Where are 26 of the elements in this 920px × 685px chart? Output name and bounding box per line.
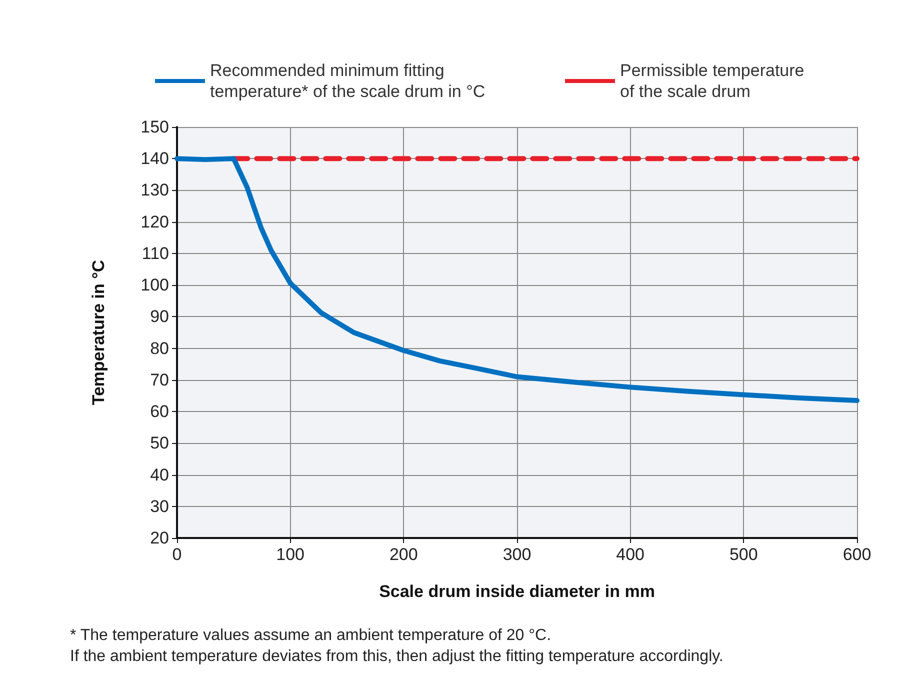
y-tick-label: 50 bbox=[150, 434, 169, 453]
y-tick-label: 70 bbox=[150, 370, 169, 390]
y-tick-label: 110 bbox=[142, 244, 169, 263]
legend-label: Recommended minimum fitting temperature* of the scale drum in °C bbox=[210, 61, 486, 101]
x-tick-label: 0 bbox=[172, 545, 182, 564]
y-tick-label: 130 bbox=[140, 180, 169, 200]
text: * The temperature values assume an ambient temperature of 20 °C. If the ambient temperature deviates from this, then adjust the fitting temperature accordingly. bbox=[70, 627, 724, 665]
y-tick-label: 80 bbox=[150, 338, 169, 358]
x-tick-label: 600 bbox=[842, 545, 872, 564]
y-tick-label: 60 bbox=[150, 402, 169, 422]
y-tick-label: 120 bbox=[140, 212, 169, 232]
y-tick-label: 30 bbox=[150, 496, 169, 516]
x-tick-label: 400 bbox=[616, 545, 645, 564]
x-tick-label: 300 bbox=[502, 545, 532, 564]
y-tick-label: 90 bbox=[150, 307, 169, 326]
x-tick-label: 500 bbox=[729, 545, 758, 564]
x-tick-label: 200 bbox=[389, 545, 418, 564]
y-tick-label: 40 bbox=[150, 465, 169, 484]
y-tick-label: 100 bbox=[140, 276, 169, 295]
x-axis-title: Scale drum inside diameter in mm bbox=[379, 582, 655, 601]
y-tick-label: 140 bbox=[140, 149, 169, 168]
x-tick-label: 100 bbox=[276, 545, 305, 564]
y-tick-label: 150 bbox=[140, 118, 169, 136]
y-tick-label: 20 bbox=[150, 528, 169, 548]
y-axis-title: Temperature in °C bbox=[89, 260, 108, 406]
legend-label: Permissible temperature of the scale drum bbox=[620, 61, 804, 101]
